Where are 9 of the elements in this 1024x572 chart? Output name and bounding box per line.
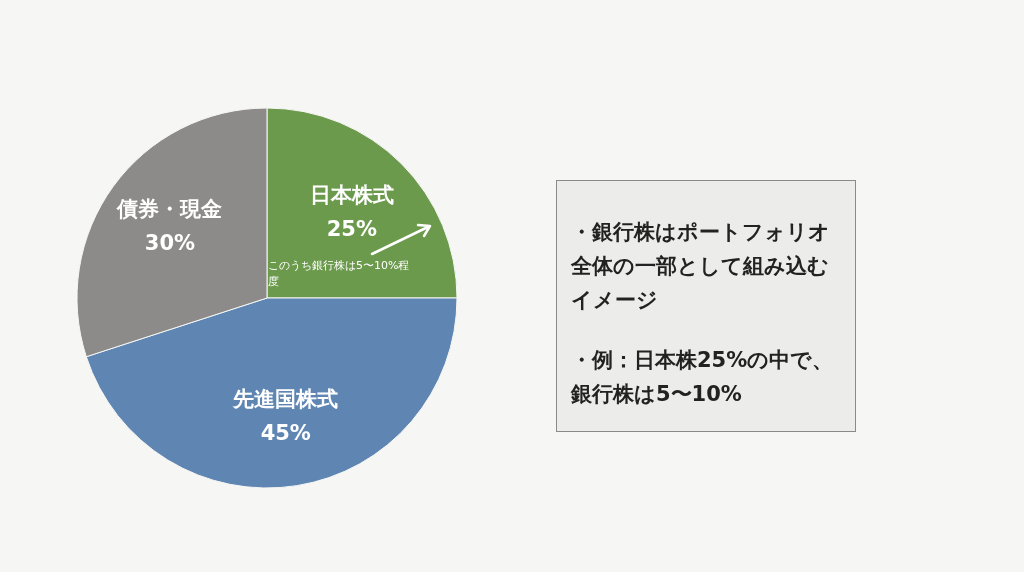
slice-label: 先進国株式 — [232, 386, 339, 411]
data-label: 30% — [144, 231, 196, 256]
text: ・例：日本株25%の中で、銀行株は5〜10% — [571, 347, 835, 408]
text: ・銀行株はポートフォリオ全体の一部として組み込むイメージ — [571, 219, 831, 314]
slice-label: 債券・現金 — [116, 197, 223, 222]
data-label: 45% — [260, 420, 311, 445]
data-label: 25% — [326, 217, 377, 242]
slice-label: 日本株式 — [309, 183, 394, 208]
text: このうち銀行株は5〜10%程度 — [268, 258, 411, 290]
